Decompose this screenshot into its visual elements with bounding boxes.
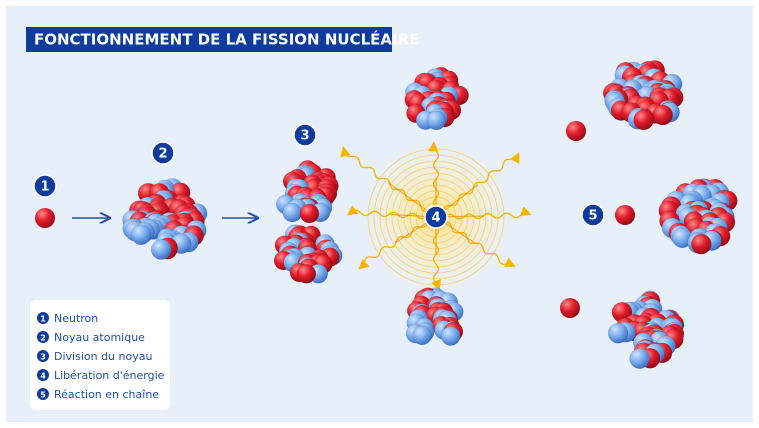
step-badge [581, 203, 605, 227]
legend-number: 2 [40, 334, 46, 343]
step-number: 1 [40, 180, 49, 195]
energy-ring [373, 154, 499, 280]
title: FONCTIONNEMENT DE LA FISSION NUCLÉAIRE [34, 30, 419, 49]
nucleon [150, 239, 172, 260]
legend-badge [37, 369, 49, 381]
legend-box [30, 300, 170, 410]
nucleon [691, 233, 712, 255]
energy-wave [431, 226, 441, 291]
legend-label: Noyau atomique [54, 331, 145, 344]
step-badge [33, 174, 57, 198]
legend-badge [37, 350, 49, 362]
step-number: 2 [158, 147, 167, 162]
energy-wave [444, 221, 516, 267]
legend-badge [37, 312, 49, 324]
legend-number: 5 [40, 391, 46, 400]
nucleon [299, 203, 320, 224]
neutron [35, 208, 55, 228]
nucleon [440, 326, 461, 346]
energy-wave [346, 205, 427, 220]
legend-number: 3 [40, 353, 46, 362]
nucleon [633, 109, 654, 131]
legend-badge [37, 388, 49, 400]
neutron [615, 205, 635, 225]
energy-wave [340, 146, 428, 213]
neutron [566, 121, 586, 141]
nucleon [607, 322, 629, 344]
legend-number: 1 [40, 315, 46, 324]
nucleon [426, 110, 447, 131]
step-badge [424, 205, 448, 229]
legend-label: Neutron [54, 312, 98, 325]
legend-label: Réaction en chaîne [54, 388, 159, 401]
energy-ring [391, 172, 481, 262]
energy-wave [445, 206, 532, 220]
step-number: 4 [431, 211, 440, 226]
nucleon [652, 104, 673, 126]
energy-wave [358, 222, 429, 270]
nucleon [296, 264, 317, 284]
step-number: 3 [300, 129, 309, 144]
legend-label: Libération d'énergie [54, 369, 165, 382]
nucleon [629, 348, 650, 369]
nucleon [412, 325, 432, 346]
nucleon [282, 202, 303, 223]
step-badge [151, 141, 175, 165]
legend-number: 4 [40, 372, 46, 381]
neutron [560, 298, 580, 318]
energy-ring [385, 166, 487, 268]
energy-wave [442, 152, 520, 211]
step-number: 5 [588, 209, 597, 224]
legend-label: Division du noyau [54, 350, 152, 363]
nucleon [130, 224, 152, 245]
step-badge [293, 123, 317, 147]
legend-badge [37, 331, 49, 343]
title-box [26, 27, 392, 52]
energy-wave [428, 141, 440, 208]
